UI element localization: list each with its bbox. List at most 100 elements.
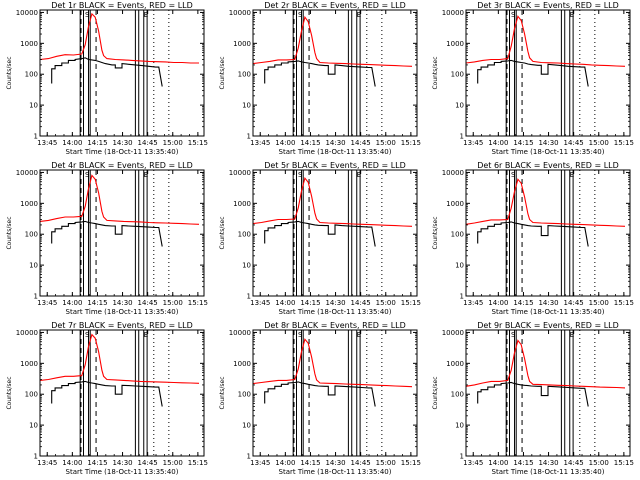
y-tick-label: 10000 [16,329,38,337]
y-tick-label: 1 [247,133,251,141]
series-line-events [264,381,376,407]
plot-frame [39,9,205,137]
y-tick-label: 100 [238,71,251,79]
x-tick-label: 14:00 [488,459,508,467]
x-tick-label: 14:00 [62,299,82,307]
x-tick-label: 14:00 [275,139,295,147]
x-tick-label: 14:45 [351,299,371,307]
detector-panel-6: Det 6r BLACK = Events, RED = LLD Counts/s… [432,161,634,316]
plot-frame [252,329,418,457]
y-tick-label: 1 [34,293,38,301]
x-tick-label: 14:45 [138,459,158,467]
x-tick-label: 14:15 [87,139,107,147]
y-tick-label: 10000 [229,329,251,337]
start-annotation: S [298,11,303,19]
panel-title: Det 3r BLACK = Events, RED = LLD [477,1,619,10]
detector-panel-1: Det 1r BLACK = Events, RED = LLD Counts/s… [6,1,208,156]
y-tick-label: 1000 [233,40,251,48]
y-axis-label: Counts/sec [219,216,226,249]
x-tick-label: 15:15 [188,299,208,307]
y-tick-label: 1 [460,453,464,461]
x-tick-label: 14:15 [513,139,533,147]
x-tick-label: 13:45 [37,459,57,467]
plot-frame [465,329,631,457]
x-tick-label: 14:15 [300,459,320,467]
marker-lines [505,170,596,296]
panel-title: Det 6r BLACK = Events, RED = LLD [477,161,619,170]
x-tick-label: 13:45 [463,459,483,467]
plot-frame [39,329,205,457]
y-tick-label: 100 [238,231,251,239]
y-tick-label: 10000 [229,169,251,177]
y-tick-label: 10 [455,262,464,270]
y-axis-label: Counts/sec [6,376,13,409]
x-tick-label: 15:00 [163,459,183,467]
series-line-lld [39,12,199,64]
y-axis-label: Counts/sec [6,216,13,249]
y-tick-label: 10 [29,262,38,270]
plot-frame [252,9,418,137]
x-tick-label: 14:30 [325,139,345,147]
x-tick-label: 13:45 [250,459,270,467]
y-tick-label: 1000 [446,360,464,368]
series-line-events [477,59,589,87]
start-annotation: S [85,11,90,19]
x-tick-label: 14:15 [513,459,533,467]
detector-panel-5: Det 5r BLACK = Events, RED = LLD Counts/s… [219,161,421,316]
x-axis-label: Start Time (18-Oct-11 13:35:40) [66,468,179,476]
panel-title: Det 4r BLACK = Events, RED = LLD [51,161,193,170]
y-axis-label: Counts/sec [432,216,439,249]
x-tick-label: 13:45 [463,139,483,147]
end-annotation: E [570,331,574,339]
series-line-lld [252,177,413,227]
end-annotation: E [144,11,148,19]
panel-title: Det 1r BLACK = Events, RED = LLD [51,1,193,10]
x-tick-label: 15:00 [376,139,396,147]
plot-frame [465,169,631,297]
y-tick-label: 100 [238,391,251,399]
marker-lines [79,170,170,296]
x-tick-label: 14:45 [138,299,158,307]
x-tick-label: 14:45 [564,299,584,307]
y-tick-label: 1000 [20,360,38,368]
y-tick-label: 1 [247,453,251,461]
x-tick-label: 13:45 [37,299,57,307]
x-tick-label: 15:15 [614,299,634,307]
series-line-events [477,221,589,247]
marker-lines [79,330,170,456]
x-axis-label: Start Time (18-Oct-11 13:35:40) [279,308,392,316]
detector-panel-7: Det 7r BLACK = Events, RED = LLD Counts/s… [6,321,208,476]
y-tick-label: 10000 [229,9,251,17]
x-tick-label: 15:15 [188,139,208,147]
y-tick-label: 100 [451,71,464,79]
x-tick-label: 13:45 [463,299,483,307]
x-tick-label: 15:00 [376,299,396,307]
y-tick-label: 10 [455,102,464,110]
x-tick-label: 14:00 [62,459,82,467]
y-tick-label: 1000 [446,40,464,48]
x-tick-label: 13:45 [37,139,57,147]
y-tick-label: 1 [460,133,464,141]
y-axis-label: Counts/sec [219,56,226,89]
series-line-events [51,57,163,87]
x-axis-label: Start Time (18-Oct-11 13:35:40) [66,148,179,156]
end-annotation: E [357,331,361,339]
x-axis-label: Start Time (18-Oct-11 13:35:40) [279,468,392,476]
x-tick-label: 14:00 [275,459,295,467]
end-annotation: E [570,11,574,19]
end-annotation: E [357,171,361,179]
series-line-lld [39,174,200,225]
x-tick-label: 14:45 [564,459,584,467]
x-tick-label: 15:00 [589,459,609,467]
x-tick-label: 14:00 [62,139,82,147]
series-line-events [51,220,163,247]
y-tick-label: 1000 [20,40,38,48]
x-tick-label: 14:15 [300,299,320,307]
y-tick-label: 1 [34,133,38,141]
series-line-events [51,380,163,407]
x-tick-label: 14:00 [488,139,508,147]
y-tick-label: 10 [242,262,251,270]
y-tick-label: 100 [451,391,464,399]
y-tick-label: 100 [25,231,38,239]
y-tick-label: 10000 [442,169,464,177]
